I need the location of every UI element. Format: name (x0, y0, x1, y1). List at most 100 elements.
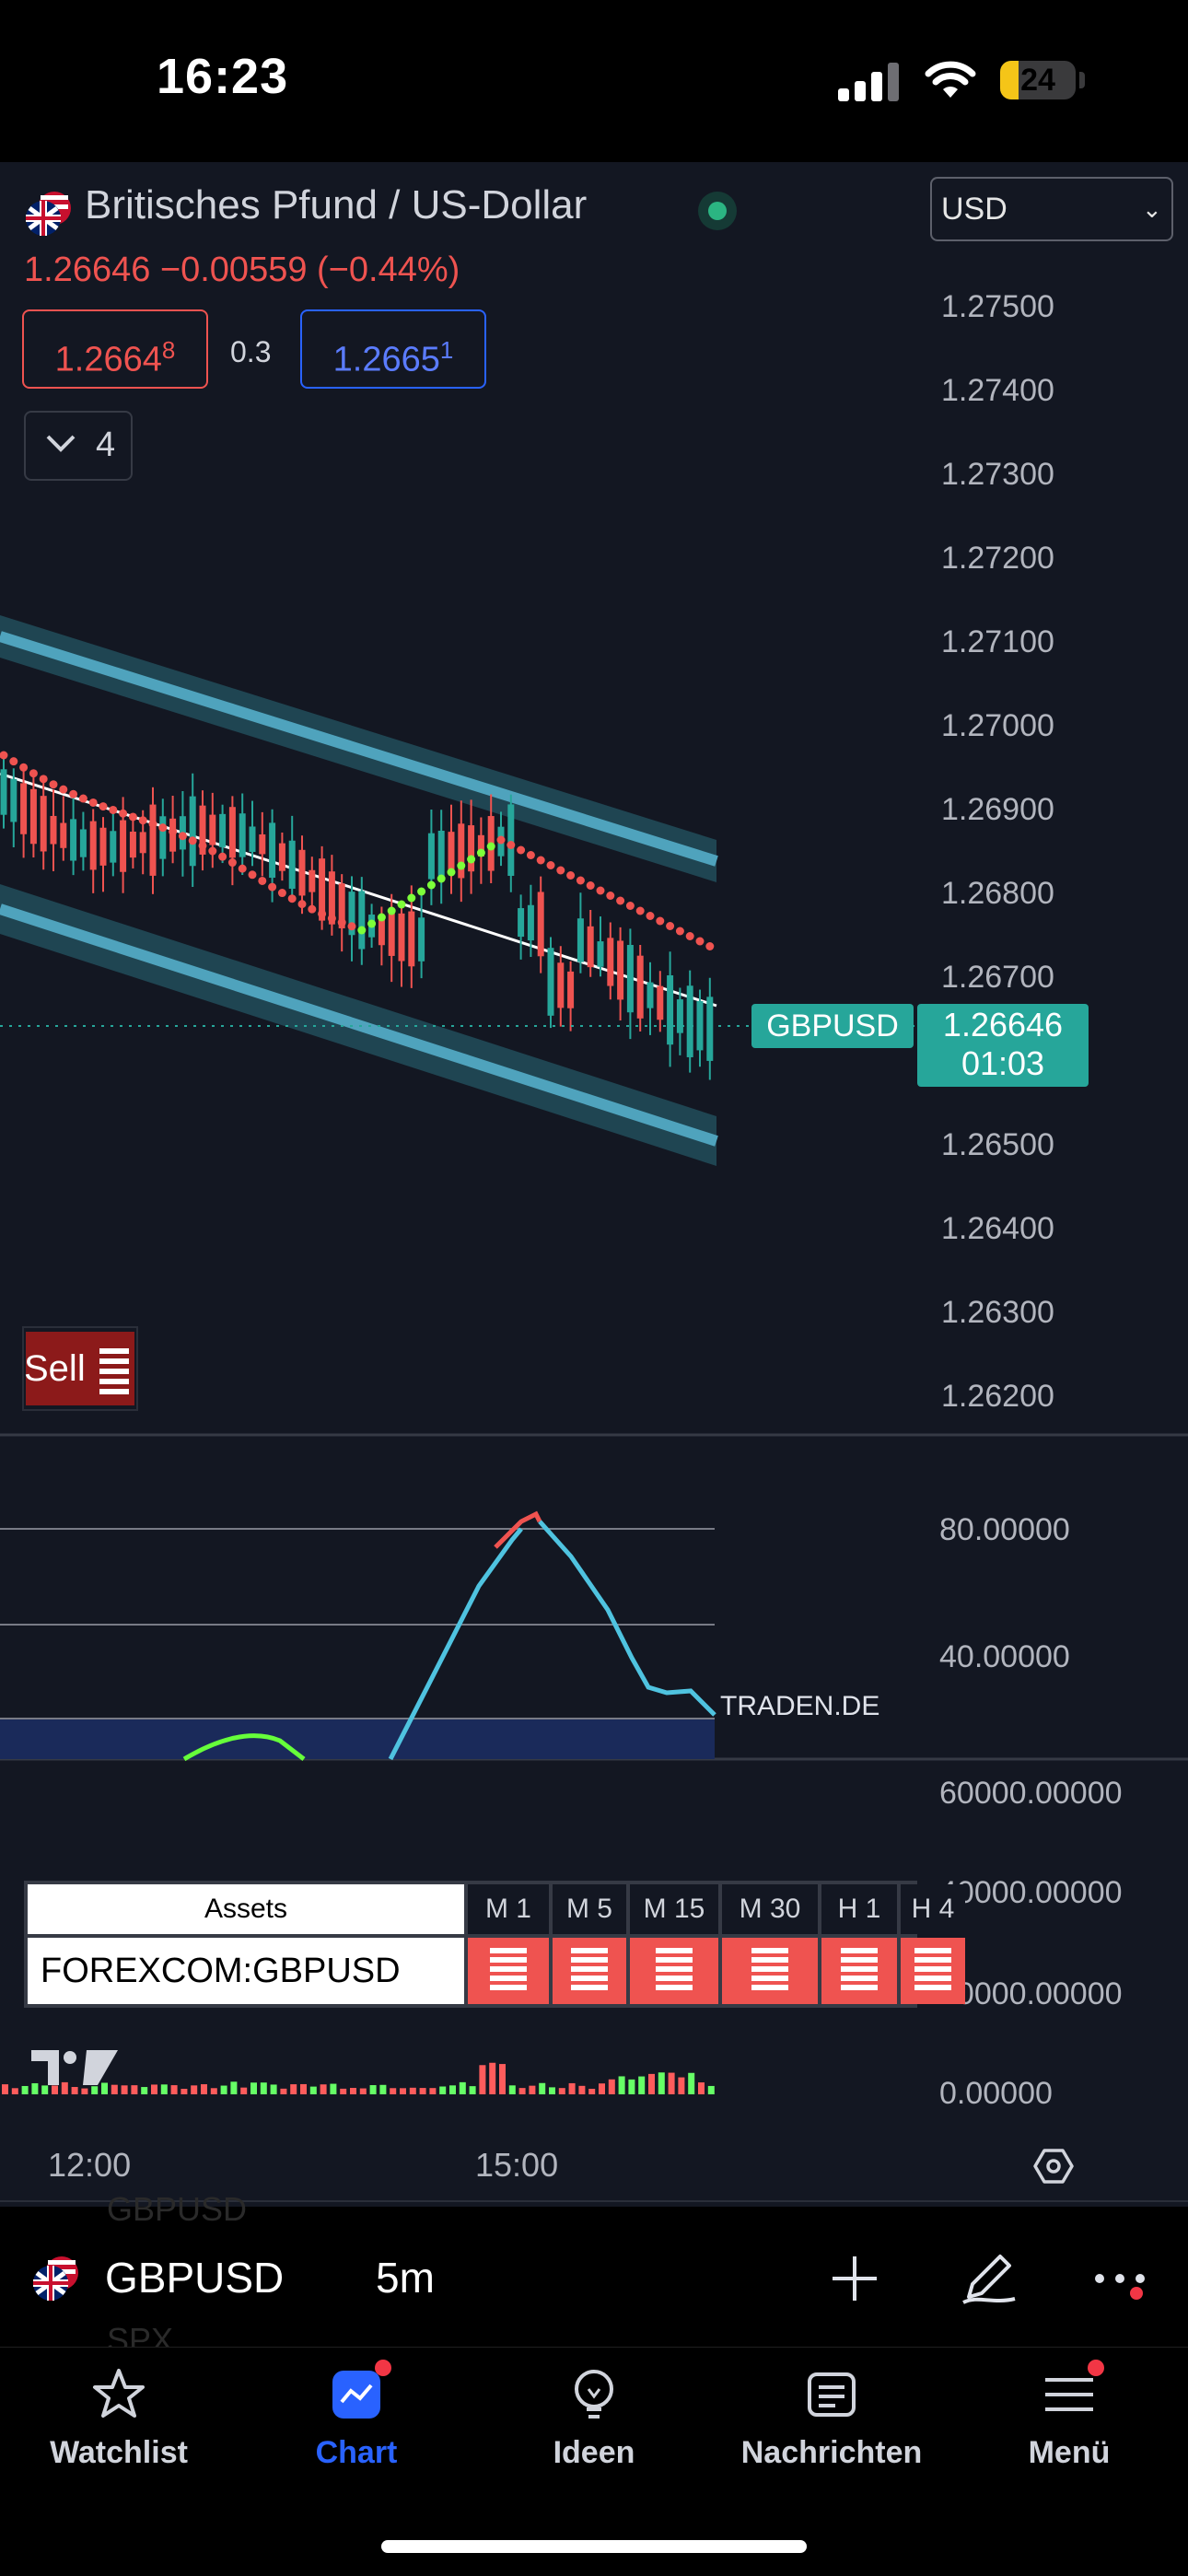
candle-body (418, 917, 425, 962)
candle-body (278, 843, 285, 871)
star-icon[interactable] (91, 2367, 146, 2427)
table-header-timeframe: M 5 (553, 1884, 626, 1934)
ma-point (297, 900, 307, 909)
symbol-toolbar (0, 2207, 1188, 2345)
chart-canvas[interactable]: 1.27500 1.27400 1.27300 1.27200 1.27100 1.270… (0, 0, 1188, 2207)
tab-menü[interactable]: Menü (1028, 2435, 1111, 2470)
candle-body (239, 813, 246, 857)
ma-point (277, 889, 286, 898)
volume-axis[interactable]: 60000.00000 40000.00000 20000.00000 0.00000 (939, 1776, 1123, 2111)
ma-point (377, 913, 386, 922)
volume-bar (628, 2079, 635, 2094)
oscillator-axis[interactable]: 80.00000 40.00000 (939, 1512, 1070, 1674)
chart-area[interactable] (0, 162, 1188, 2207)
signal-bars-icon (914, 1948, 951, 1990)
volume-axis-label: 40000.00000 (939, 1875, 1123, 1910)
drawing-tool-icon[interactable] (960, 2247, 1019, 2306)
table-header-timeframe: M 30 (722, 1884, 818, 1934)
candle-body (547, 948, 554, 1016)
symbol-title[interactable]: Britisches Pfund / US-Dollar (85, 182, 588, 227)
candle-body (587, 926, 594, 968)
time-axis-label: 12:00 (48, 2146, 132, 2184)
signal-bars-icon (656, 1948, 693, 1990)
menu-icon[interactable] (1042, 2367, 1097, 2427)
price-axis-label: 1.27500 (941, 289, 1054, 324)
upper-channel-line[interactable] (0, 631, 718, 867)
sell-quote-button[interactable]: 1.26648 (22, 309, 208, 389)
buy-quote-button[interactable]: 1.26651 (300, 309, 486, 389)
news-icon[interactable] (804, 2367, 859, 2427)
volume-bar (449, 2085, 456, 2094)
volume-bar (71, 2087, 78, 2094)
home-indicator (381, 2540, 807, 2553)
volume-bar (648, 2073, 655, 2094)
notification-badge (375, 2360, 391, 2376)
candle-body (70, 819, 77, 861)
volume-bar (379, 2084, 387, 2094)
ma-point (268, 882, 277, 892)
volume-bar (549, 2087, 555, 2094)
candle-body (99, 827, 107, 866)
table-signal-cell (553, 1938, 626, 2004)
volume-bar (668, 2072, 675, 2094)
price-axis-label: 1.26900 (941, 792, 1054, 827)
tab-ideen[interactable]: Ideen (553, 2435, 635, 2470)
candle-body (358, 891, 366, 950)
candle-body (10, 778, 17, 822)
symbol-selector-button[interactable]: GBPUSD (105, 2254, 285, 2302)
candle-body (577, 918, 584, 962)
candle-body (89, 821, 97, 870)
volume-bar (210, 2088, 217, 2094)
tab-nachrichten[interactable]: Nachrichten (740, 2435, 923, 2470)
ma-point (0, 751, 8, 760)
table-signal-cell (722, 1938, 818, 2004)
volume-bar (11, 2088, 18, 2094)
ma-point (208, 846, 217, 856)
more-options-icon[interactable] (1092, 2266, 1155, 2302)
spread-value: 0.3 (230, 335, 272, 368)
chart-settings-icon[interactable] (1033, 2146, 1074, 2186)
volume-bar (111, 2084, 118, 2094)
volume-axis-label: 0.00000 (939, 2076, 1053, 2111)
indicators-toggle-button[interactable] (24, 411, 133, 481)
ma-point (238, 864, 247, 873)
volume-bar (489, 2062, 496, 2094)
ma-point (407, 893, 416, 903)
lower-channel-line[interactable] (0, 903, 718, 1147)
chart-icon[interactable] (329, 2367, 384, 2427)
candle-body (20, 783, 28, 834)
ma-point (635, 906, 645, 915)
candle-body (129, 831, 136, 858)
volume-bar (678, 2077, 685, 2094)
oscillator-secondary-line (182, 1733, 306, 1762)
lightbulb-icon[interactable] (566, 2367, 622, 2427)
ma-point (218, 852, 227, 861)
candle-body (706, 997, 714, 1061)
currency-select[interactable] (930, 177, 1173, 241)
notification-badge (1088, 2360, 1104, 2376)
volume-bar (21, 2085, 29, 2094)
plus-icon[interactable] (829, 2253, 880, 2304)
candle-body (518, 908, 525, 938)
volume-bar (250, 2082, 257, 2094)
ma-point (486, 842, 495, 851)
table-header-timeframe: M 15 (630, 1884, 718, 1934)
candle-body (199, 805, 206, 855)
tab-chart[interactable]: Chart (315, 2435, 398, 2470)
price-axis[interactable]: 1.27500 1.27400 1.27300 1.27200 1.27100 1.270… (941, 289, 1054, 1414)
ma-point (158, 823, 168, 833)
candle-body (388, 913, 395, 956)
candle-body (537, 892, 544, 957)
ma-point (367, 919, 377, 928)
candle-body (319, 858, 326, 921)
chevron-down-icon: ⌄ (1142, 195, 1162, 223)
ma-point (188, 836, 197, 845)
tab-watchlist[interactable]: Watchlist (50, 2435, 188, 2470)
interval-selector-button[interactable]: 5m (376, 2254, 435, 2302)
volume-bar (698, 2082, 705, 2094)
table-header-timeframe: H 4 (901, 1884, 965, 1934)
volume-bar (658, 2072, 665, 2094)
ma-point (347, 922, 356, 931)
price-axis-label: 1.26800 (941, 876, 1054, 911)
buy-price: 1.2665 (332, 340, 440, 379)
